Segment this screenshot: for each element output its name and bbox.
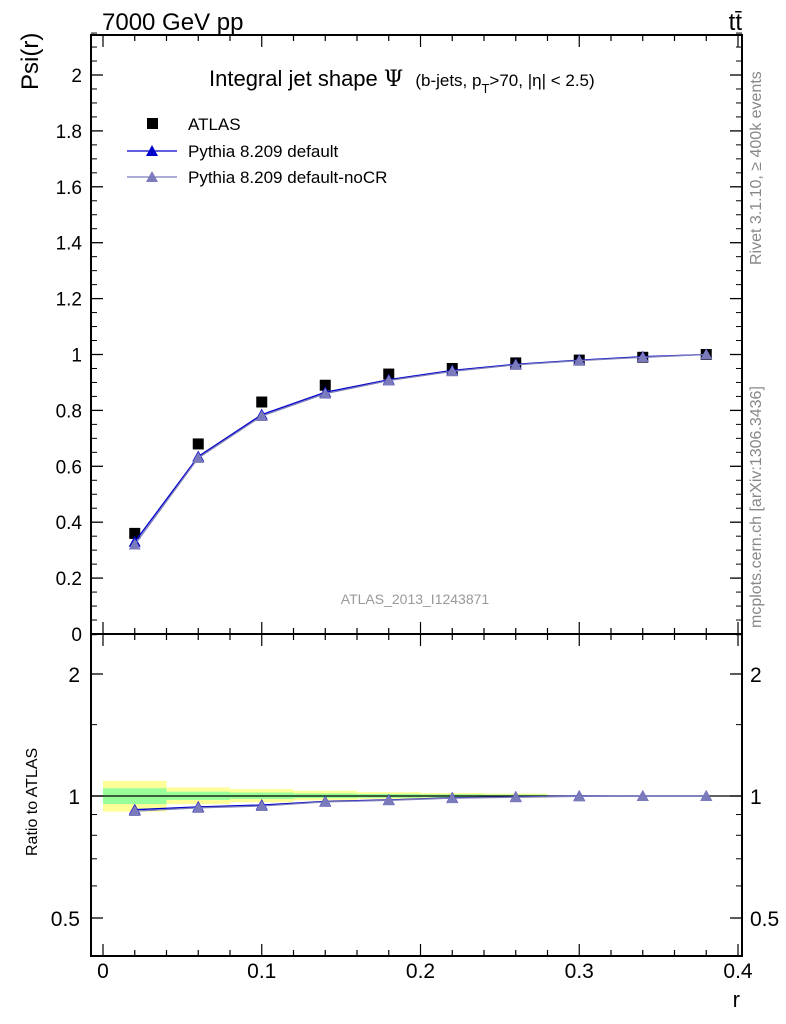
ratio-point-1 <box>255 799 268 811</box>
mc-point-2 <box>573 354 586 366</box>
ratio-panel: 0.5 0.51 12 2 Ratio to ATLAS 0 0.1 0.2 0.3 0.4 … <box>24 633 779 1012</box>
chart-title: Integral jet shape Ψ (b-jets, pT>70, |η|… <box>209 66 595 96</box>
legend-label-nocr: Pythia 8.209 default-noCR <box>188 168 387 187</box>
ratio-frame <box>90 633 743 957</box>
legend-marker-default <box>146 145 158 156</box>
process-label: tt̄ <box>729 9 743 36</box>
main-ytick-label: 1.2 <box>56 290 82 311</box>
x-axis: 0 0.1 0.2 0.3 0.4 <box>97 634 753 983</box>
main-y-axis: 0 0.2 0.4 0.6 0.8 1 1.2 1.4 1.6 1.8 2 <box>56 32 742 646</box>
main-panel: 0 0.2 0.4 0.6 0.8 1 1.2 1.4 1.6 1.8 2 Psi(r) Integ… <box>17 32 743 646</box>
mc-point-2 <box>700 348 713 360</box>
mc-point-2 <box>319 387 332 399</box>
xtick-label: 0.1 <box>247 960 276 983</box>
mc-point-2 <box>128 538 141 550</box>
legend: ATLAS Pythia 8.209 default Pythia 8.209 … <box>127 115 387 187</box>
xtick-label: 0 <box>97 960 109 983</box>
ratio-y-axis: 0.5 0.5 1 1 2 2 <box>51 634 779 931</box>
x-axis-label: r <box>733 987 740 1012</box>
ratio-ytick-label: 1 <box>68 786 80 809</box>
ratio-ytick-label-right: 0.5 <box>750 908 779 931</box>
atlas-point <box>192 438 204 450</box>
mc-point-2 <box>509 358 522 370</box>
ratio-point-1 <box>509 791 522 803</box>
atlas-point <box>129 527 141 539</box>
main-ytick-label: 0.2 <box>56 569 82 590</box>
mc-point-2 <box>382 374 395 386</box>
main-ytick-label: 1 <box>71 346 82 367</box>
mc-point-2 <box>255 409 268 421</box>
ratio-ylabel: Ratio to ATLAS <box>24 748 41 856</box>
ratio-ytick-label: 0.5 <box>51 908 80 931</box>
chart-title-text: Integral jet shape <box>209 66 378 91</box>
ratio-line-1 <box>134 795 707 812</box>
series-line-1 <box>134 353 707 543</box>
ratio-point-1 <box>128 805 141 817</box>
analysis-watermark: ATLAS_2013_I1243871 <box>341 591 490 607</box>
series-line-2 <box>134 353 707 545</box>
chart-title-symbol: Ψ <box>384 67 403 92</box>
ratio-point-1 <box>446 792 459 804</box>
xtick-label: 0.2 <box>406 960 435 983</box>
ratio-point-1 <box>700 790 713 801</box>
ratio-ytick-label-right: 2 <box>750 664 762 687</box>
atlas-point <box>256 396 268 408</box>
ratio-point-1 <box>573 790 586 802</box>
main-series <box>128 348 713 550</box>
ratio-point-1 <box>319 795 332 807</box>
ratio-point-1 <box>382 794 395 806</box>
legend-label-default: Pythia 8.209 default <box>188 142 339 161</box>
ratio-point-1 <box>636 790 649 801</box>
ratio-series <box>128 790 713 817</box>
mc-point-2 <box>192 451 205 463</box>
legend-label-atlas: ATLAS <box>188 115 241 134</box>
main-ytick-label: 1.4 <box>56 234 83 255</box>
xtick-label: 0.3 <box>565 960 594 983</box>
xtick-label: 0.4 <box>723 960 753 983</box>
chart-title-cuts-sub: T <box>481 81 489 96</box>
main-ytick-label: 1.8 <box>56 122 82 143</box>
atlas-point <box>319 379 331 391</box>
ratio-point-1 <box>192 801 205 813</box>
mc-point-2 <box>446 365 459 377</box>
main-ytick-label: 2 <box>71 66 82 87</box>
main-ylabel: Psi(r) <box>17 33 44 90</box>
legend-marker-atlas <box>147 118 158 129</box>
ratio-ytick-label-right: 1 <box>750 786 762 809</box>
rivet-label: Rivet 3.1.10, ≥ 400k events <box>748 71 765 265</box>
legend-marker-nocr <box>146 171 158 182</box>
chart-title-cuts-end: >70, |η| < 2.5) <box>489 71 594 90</box>
main-ytick-label: 0.6 <box>56 457 82 478</box>
energy-label: 7000 GeV pp <box>102 9 243 36</box>
main-ytick-label: 0.4 <box>56 513 83 534</box>
mc-point-2 <box>636 351 649 363</box>
main-ytick-label: 1.6 <box>56 178 82 199</box>
main-ytick-label: 0.8 <box>56 401 82 422</box>
ratio-ytick-label: 2 <box>68 664 80 687</box>
chart-title-cuts: (b-jets, p <box>415 71 481 90</box>
main-ytick-label: 0 <box>71 625 82 646</box>
mcplots-label: mcplots.cern.ch [arXiv:1306.3436] <box>748 386 765 628</box>
